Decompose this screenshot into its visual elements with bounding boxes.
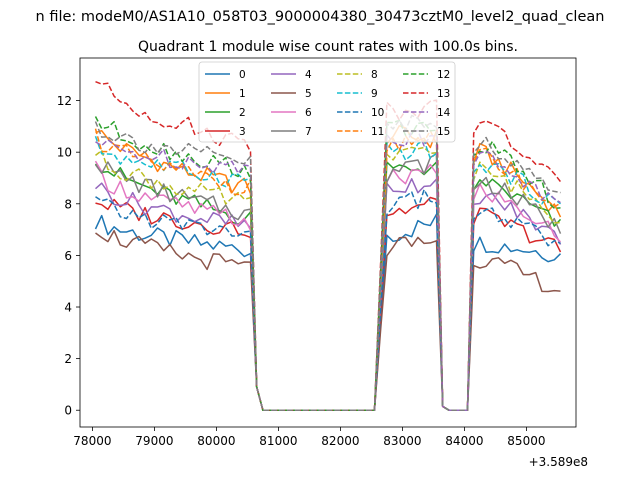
legend-entry: 3 [205, 126, 246, 138]
x-tick-label: 82000 [321, 434, 359, 448]
legend-label: 0 [239, 69, 246, 81]
y-tick-label: 6 [64, 249, 72, 263]
series-line-6 [94, 160, 562, 411]
y-tick-label: 10 [57, 146, 72, 160]
legend-entry: 14 [403, 107, 451, 119]
legend-entry: 8 [337, 69, 378, 81]
legend-label: 3 [239, 126, 246, 138]
legend-label: 1 [239, 88, 246, 100]
y-tick-label: 12 [57, 94, 72, 108]
legend-label: 12 [437, 69, 450, 81]
legend-label: 15 [437, 126, 450, 138]
legend-label: 4 [305, 69, 312, 81]
y-tick-label: 4 [64, 301, 72, 315]
legend-label: 7 [305, 126, 312, 138]
legend-label: 14 [437, 107, 451, 119]
series-line-9 [94, 136, 561, 411]
legend-label: 11 [371, 126, 384, 138]
legend-entry: 0 [205, 69, 246, 81]
x-tick-label: 80000 [197, 434, 235, 448]
legend-label: 10 [371, 107, 384, 119]
legend-entry: 11 [337, 126, 384, 138]
series-line-15 [94, 114, 561, 411]
series-line-14 [95, 129, 561, 411]
legend-entry: 5 [271, 88, 312, 100]
legend-entry: 7 [271, 126, 312, 138]
legend-entry: 12 [403, 69, 450, 81]
legend-entry: 6 [271, 107, 312, 119]
series-line-10 [95, 188, 561, 411]
legend-label: 6 [305, 107, 312, 119]
x-tick-label: 84000 [445, 434, 483, 448]
series-line-5 [95, 229, 561, 411]
legend-label: 8 [371, 69, 378, 81]
y-tick-label: 0 [64, 404, 72, 418]
plot-frame [79, 57, 577, 428]
legend-entry: 15 [403, 126, 450, 138]
legend-label: 13 [437, 88, 450, 100]
legend-entry: 13 [403, 88, 450, 100]
y-tick-label: 8 [64, 197, 72, 211]
x-tick-label: 83000 [383, 434, 421, 448]
y-axis-ticks: 0 2 4 6 8 10 12 [57, 94, 80, 418]
legend-entry: 1 [205, 88, 246, 100]
legend-label: 9 [371, 88, 378, 100]
x-tick-label: 85000 [507, 434, 545, 448]
chart-title: Quadrant 1 module wise count rates with … [138, 39, 518, 55]
series-line-8 [95, 146, 561, 411]
series-line-11 [94, 128, 561, 411]
x-tick-label: 79000 [135, 434, 173, 448]
legend-entry: 4 [271, 69, 312, 81]
legend-entry: 2 [205, 107, 246, 119]
series-line-0 [94, 213, 562, 411]
plot-series [94, 81, 562, 411]
legend-label: 5 [305, 88, 312, 100]
y-tick-label: 2 [64, 352, 72, 366]
series-line-3 [95, 196, 562, 411]
legend-entry: 10 [337, 107, 384, 119]
x-offset-label: +3.589e8 [529, 455, 588, 469]
legend-frame [198, 61, 456, 143]
x-tick-label: 78000 [73, 434, 111, 448]
suptitle: n file: modeM0/AS1A10_058T03_9000004380_… [36, 9, 605, 25]
x-tick-label: 81000 [259, 434, 297, 448]
series-line-7 [94, 152, 562, 411]
legend-label: 2 [239, 107, 246, 119]
x-axis-ticks: 78000 79000 80000 81000 82000 83000 84000 85000 [73, 427, 545, 448]
legend-entry: 9 [337, 88, 378, 100]
